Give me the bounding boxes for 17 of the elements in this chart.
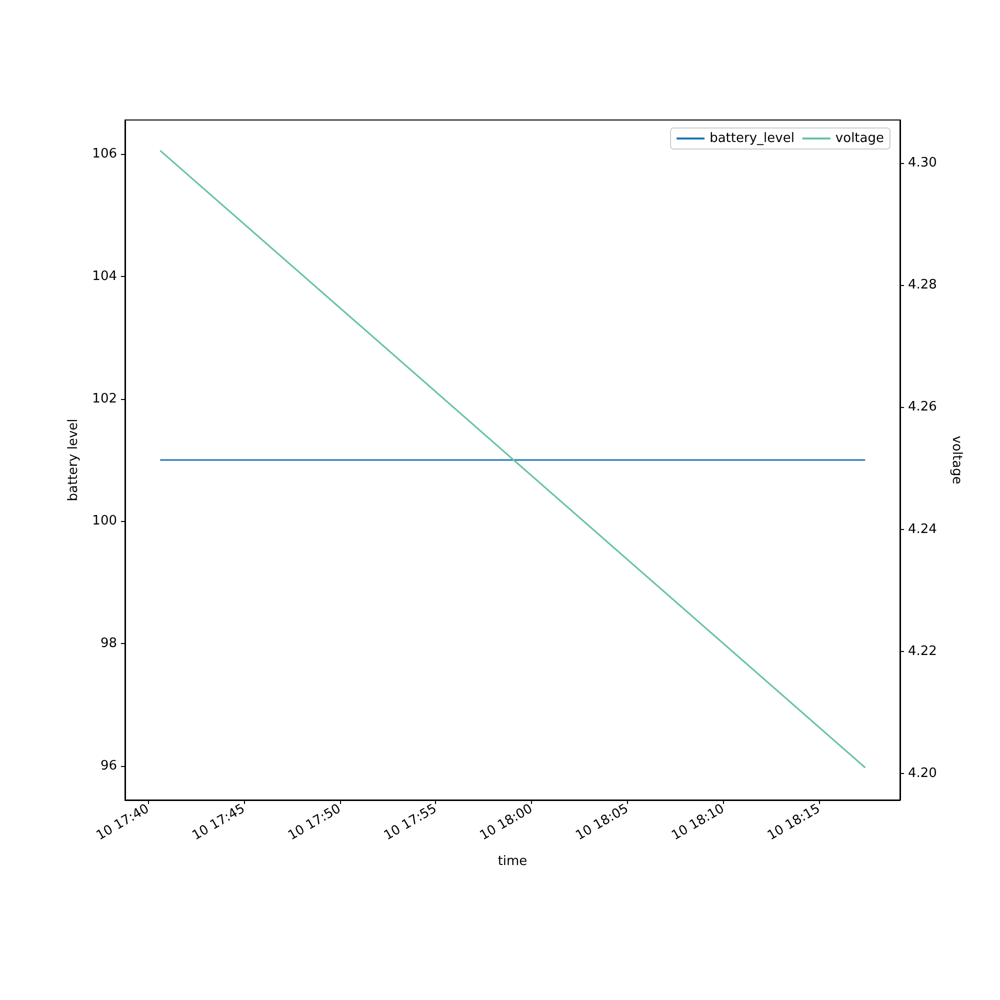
legend-label: battery_level [710,131,794,146]
y-tick-label: 96 [100,758,117,774]
x-axis-title: time [498,854,528,869]
y2-tick-label: 4.20 [908,766,937,782]
y-tick-label: 104 [92,269,117,284]
y2-tick-label: 4.28 [908,277,937,292]
y2-tick-label: 4.30 [908,155,937,170]
y-tick-label: 98 [100,636,117,651]
y2-tick-label: 4.26 [908,400,937,415]
y-tick-label: 106 [92,146,117,162]
y2-tick-label: 4.24 [908,522,937,537]
y-tick-label: 102 [92,391,117,406]
legend-label: voltage [835,131,884,146]
y-axis-title: battery level [66,418,81,502]
y2-axis-title: voltage [949,436,964,484]
y2-tick-label: 4.22 [908,644,937,660]
y-tick-label: 100 [92,514,117,529]
